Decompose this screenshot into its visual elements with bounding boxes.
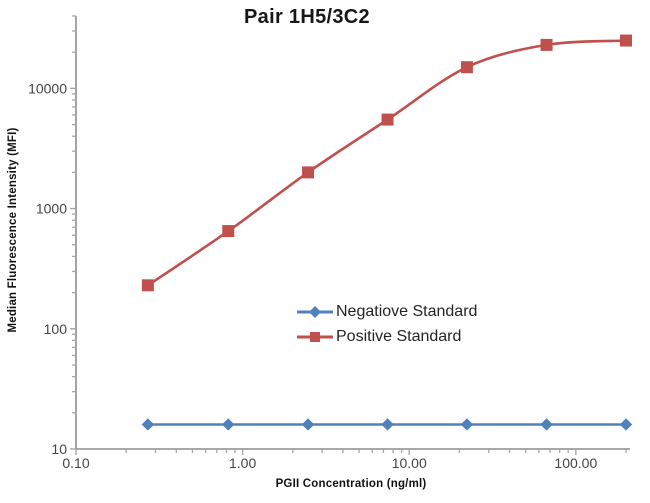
x-tick-label: 0.10: [62, 455, 89, 471]
x-tick-label: 10.00: [392, 455, 427, 471]
data-point-series-2: [381, 113, 394, 126]
legend: Negatiove Standard Positive Standard: [297, 300, 477, 349]
data-point-series-2: [302, 166, 315, 179]
y-tick-label: 10000: [28, 80, 67, 96]
data-point-series-1: [619, 418, 633, 431]
x-tick-label: 100.00: [554, 455, 597, 471]
data-point-series-2: [460, 61, 473, 74]
y-tick-label: 1000: [36, 201, 67, 217]
diamond-marker-icon: [297, 306, 333, 318]
y-tick-label: 10: [51, 441, 67, 457]
data-point-series-1: [540, 418, 553, 431]
data-point-series-1: [301, 418, 315, 431]
data-point-series-1: [141, 418, 155, 431]
data-point-series-2: [540, 38, 553, 51]
chart-title: Pair 1H5/3C2: [244, 6, 370, 28]
y-tick-label: 100: [44, 321, 68, 337]
data-point-series-2: [222, 225, 235, 238]
data-point-series-2: [141, 279, 154, 292]
data-point-series-1: [381, 418, 394, 431]
data-point-series-1: [460, 418, 474, 431]
square-marker-icon: [297, 332, 333, 342]
series-line-2: [147, 39, 627, 287]
data-point-series-1: [222, 418, 235, 431]
x-tick-label: 1.00: [229, 455, 256, 471]
legend-label: Positive Standard: [336, 328, 462, 345]
legend-item-2: Positive Standard: [297, 325, 477, 349]
legend-item-1: Negatiove Standard: [297, 300, 477, 324]
axis-lines: [75, 16, 630, 450]
y-axis-title: Median Fluorescence Intensity (MFI): [7, 127, 19, 333]
data-point-series-2: [620, 34, 632, 47]
legend-label: Negatiove Standard: [336, 303, 478, 320]
x-axis-title: PGII Concentration (ng/ml): [275, 478, 427, 490]
